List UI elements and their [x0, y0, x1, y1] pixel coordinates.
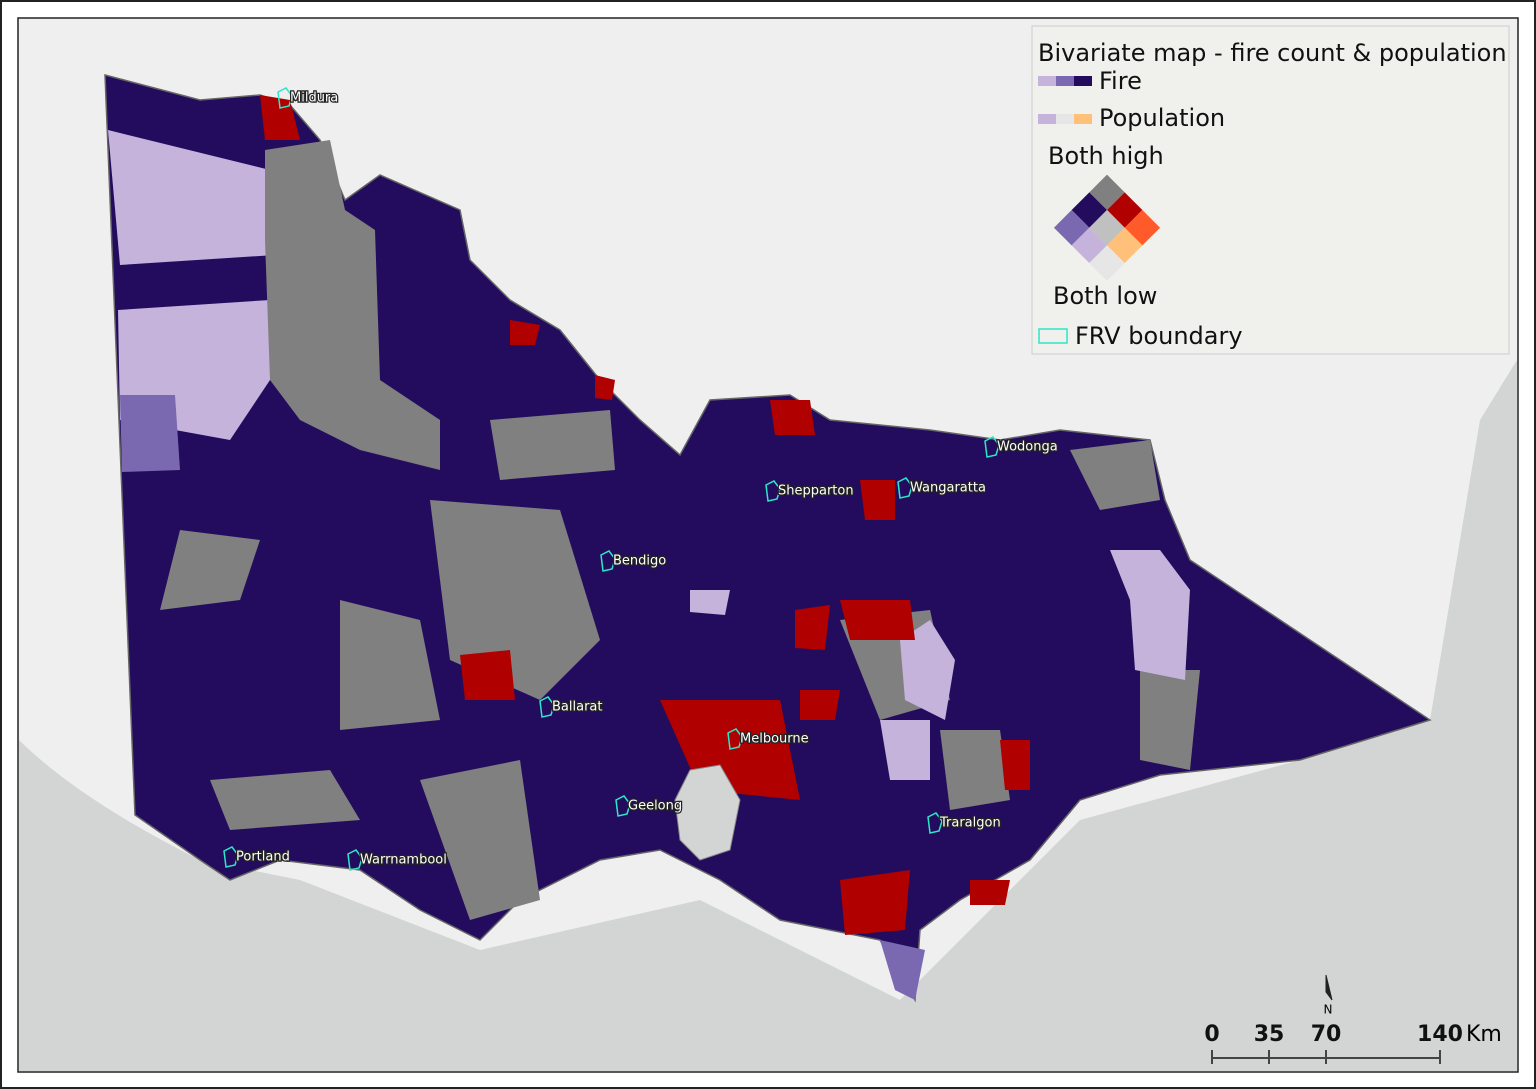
place-label: Traralgon	[939, 816, 1001, 831]
legend-item: Population	[1099, 104, 1225, 132]
key-cell	[1107, 227, 1143, 264]
swatch	[1056, 76, 1074, 86]
patch	[430, 500, 600, 700]
frv-boundary	[984, 436, 1000, 458]
scale-label: 35	[1254, 1022, 1285, 1047]
place-label: Shepparton	[778, 484, 854, 499]
legend-low: Both low	[1053, 282, 1157, 310]
patch	[840, 600, 915, 640]
key-cell	[1107, 192, 1143, 228]
patch	[690, 590, 730, 615]
legend-item: FRV boundary	[1075, 322, 1243, 350]
patch	[160, 530, 260, 610]
victoria	[104, 74, 1432, 1003]
place-label: Wodonga	[997, 440, 1058, 455]
patch	[460, 650, 515, 700]
patch	[795, 605, 830, 650]
key-cell	[1071, 227, 1107, 264]
patch	[860, 480, 895, 520]
patch	[340, 600, 440, 730]
scale-label: 70	[1311, 1022, 1342, 1047]
patch	[770, 400, 815, 435]
scale-label: 140	[1417, 1022, 1463, 1047]
legend-item: Fire	[1099, 67, 1142, 95]
frv-boundary	[727, 728, 743, 750]
patch	[940, 730, 1010, 810]
patch	[840, 870, 910, 935]
frv-boundary	[897, 477, 913, 499]
key-cell	[1071, 192, 1107, 228]
place-label: Ballarat	[552, 700, 602, 715]
frv-boundary	[765, 480, 781, 502]
frv-boundary	[223, 846, 239, 868]
port-phillip-bay	[674, 764, 741, 861]
frv-boundary	[347, 849, 363, 871]
legend-title: Bivariate map - fire count & population	[1038, 39, 1507, 67]
frv-boundary	[600, 550, 616, 572]
patch	[490, 410, 615, 480]
patches	[108, 95, 1200, 1000]
patch	[210, 770, 360, 830]
frv-boundary	[615, 795, 631, 817]
place-label: Portland	[236, 850, 290, 865]
place-label: Bendigo	[613, 554, 666, 569]
patch	[510, 320, 540, 345]
frv-boundary	[539, 696, 555, 718]
place-label: Geelong	[628, 799, 682, 814]
patch	[260, 95, 300, 140]
north-arrow	[1325, 974, 1333, 1001]
swatch	[1074, 76, 1092, 86]
north-label: N	[1324, 1003, 1333, 1017]
frv-boundary	[927, 812, 943, 834]
scale-unit: Km	[1466, 1022, 1502, 1047]
patch	[970, 880, 1010, 905]
patch	[595, 375, 615, 400]
patch	[880, 720, 930, 780]
swatch	[1038, 76, 1056, 86]
swatch	[1038, 328, 1068, 344]
swatch	[1038, 114, 1056, 124]
scale-label: 0	[1204, 1022, 1219, 1047]
patch	[1110, 550, 1190, 680]
patch	[108, 130, 275, 265]
legend-high: Both high	[1048, 142, 1164, 170]
patch	[900, 620, 955, 720]
frv-boundary	[277, 87, 293, 109]
place-label: Warrnambool	[360, 853, 447, 868]
swatch	[1074, 114, 1092, 124]
patch	[800, 690, 840, 720]
sea	[19, 360, 1517, 1071]
swatch	[1056, 114, 1074, 124]
patch	[1070, 440, 1160, 510]
patch	[1000, 740, 1030, 790]
patch	[265, 140, 440, 470]
patch	[420, 760, 540, 920]
patch	[1140, 670, 1200, 770]
place-label: Melbourne	[740, 732, 809, 747]
place-label: Mildura	[290, 91, 338, 106]
patch	[120, 395, 180, 472]
place-label: Wangaratta	[910, 481, 986, 496]
patch	[880, 940, 925, 1000]
